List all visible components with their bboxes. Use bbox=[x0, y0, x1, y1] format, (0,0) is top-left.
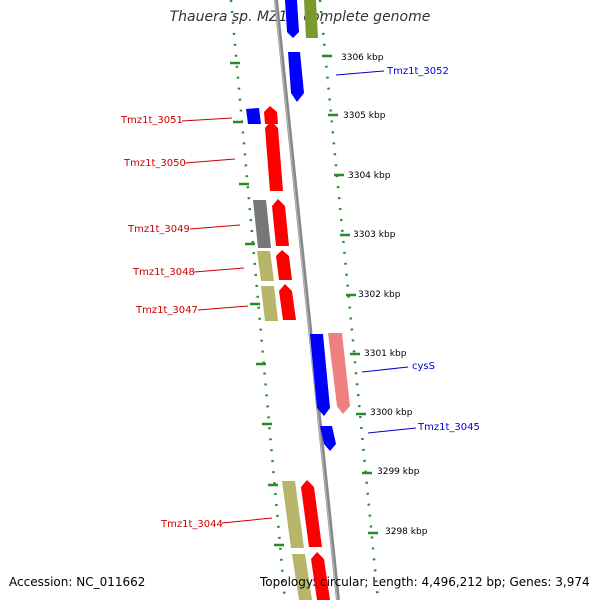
genome-backbone bbox=[274, 0, 340, 600]
outer-tick-ring bbox=[318, 0, 380, 600]
map-title: Thauera sp. MZ1T, complete genome bbox=[169, 9, 431, 25]
gene-label-Tmz1t-3050[interactable]: Tmz1t_3050 bbox=[123, 158, 186, 169]
scale-tick-label: 3298 kbp bbox=[385, 527, 428, 537]
cds-Tmz1t-3049[interactable] bbox=[272, 199, 289, 246]
cds-feature-red[interactable] bbox=[311, 552, 330, 600]
genome-backbone-highlight bbox=[274, 0, 338, 600]
cds-Tmz1t-3045[interactable] bbox=[320, 426, 336, 451]
gene-label-Tmz1t-3048[interactable]: Tmz1t_3048 bbox=[132, 267, 195, 278]
gene-label-Tmz1t-3044[interactable]: Tmz1t_3044 bbox=[160, 519, 223, 530]
cds-Tmz1t-3044[interactable] bbox=[301, 480, 322, 547]
gene-leader-line bbox=[367, 427, 417, 434]
cds-feature-khaki[interactable] bbox=[292, 554, 312, 600]
cds-Tmz1t-3051[interactable] bbox=[264, 106, 278, 124]
cds-feature-khaki[interactable] bbox=[257, 251, 274, 281]
cds-Tmz1t-3048[interactable] bbox=[276, 250, 292, 280]
scale-tick-label: 3303 kbp bbox=[353, 230, 396, 240]
scale-tick-label: 3301 kbp bbox=[364, 349, 407, 359]
gene-leader-line bbox=[189, 224, 241, 230]
cds-feature-blue[interactable] bbox=[285, 0, 299, 38]
gene-label-Tmz1t-3047[interactable]: Tmz1t_3047 bbox=[135, 305, 198, 316]
gene-leader-line bbox=[221, 517, 273, 524]
cds-feature-blue-large[interactable] bbox=[310, 334, 330, 416]
scale-tick-label: 3302 kbp bbox=[358, 290, 401, 300]
cds-feature-green[interactable] bbox=[304, 0, 318, 38]
cds-feature-khaki[interactable] bbox=[282, 481, 304, 548]
scale-tick-label: 3300 kbp bbox=[370, 408, 413, 418]
gene-leader-line bbox=[197, 305, 249, 311]
cds-Tmz1t-3052[interactable] bbox=[288, 52, 304, 102]
gene-leader-line bbox=[184, 158, 236, 164]
gene-label-Tmz1t-3049[interactable]: Tmz1t_3049 bbox=[127, 224, 190, 235]
accession-text: Accession: NC_011662 bbox=[9, 575, 146, 589]
gene-leader-line bbox=[193, 267, 245, 273]
gene-label-Tmz1t-3051[interactable]: Tmz1t_3051 bbox=[120, 115, 183, 126]
gene-leader-line bbox=[361, 366, 409, 373]
gene-label-Tmz1t-3052[interactable]: Tmz1t_3052 bbox=[386, 66, 449, 77]
cds-feature-blue-small[interactable] bbox=[246, 108, 261, 124]
scale-tick-label: 3306 kbp bbox=[341, 53, 384, 63]
cds-feature-khaki[interactable] bbox=[261, 286, 278, 321]
scale-tick-label: 3299 kbp bbox=[377, 467, 420, 477]
cds-Tmz1t-3047[interactable] bbox=[279, 284, 296, 320]
cds-cysS[interactable] bbox=[328, 333, 350, 414]
gene-label-Tmz1t-3045[interactable]: Tmz1t_3045 bbox=[417, 422, 480, 433]
inner-major-ticks bbox=[230, 61, 284, 547]
outer-major-ticks bbox=[322, 54, 378, 535]
scale-tick-label: 3304 kbp bbox=[348, 171, 391, 181]
genome-summary-text: Topology: circular; Length: 4,496,212 bp… bbox=[260, 575, 590, 589]
gene-label-cysS[interactable]: cysS bbox=[412, 361, 435, 372]
cds-feature-gray[interactable] bbox=[253, 200, 271, 248]
scale-tick-label: 3305 kbp bbox=[343, 111, 386, 121]
gene-leader-line bbox=[335, 70, 385, 76]
inner-tick-ring bbox=[229, 0, 287, 600]
cds-Tmz1t-3050[interactable] bbox=[265, 121, 283, 191]
gene-leader-line bbox=[181, 117, 233, 122]
